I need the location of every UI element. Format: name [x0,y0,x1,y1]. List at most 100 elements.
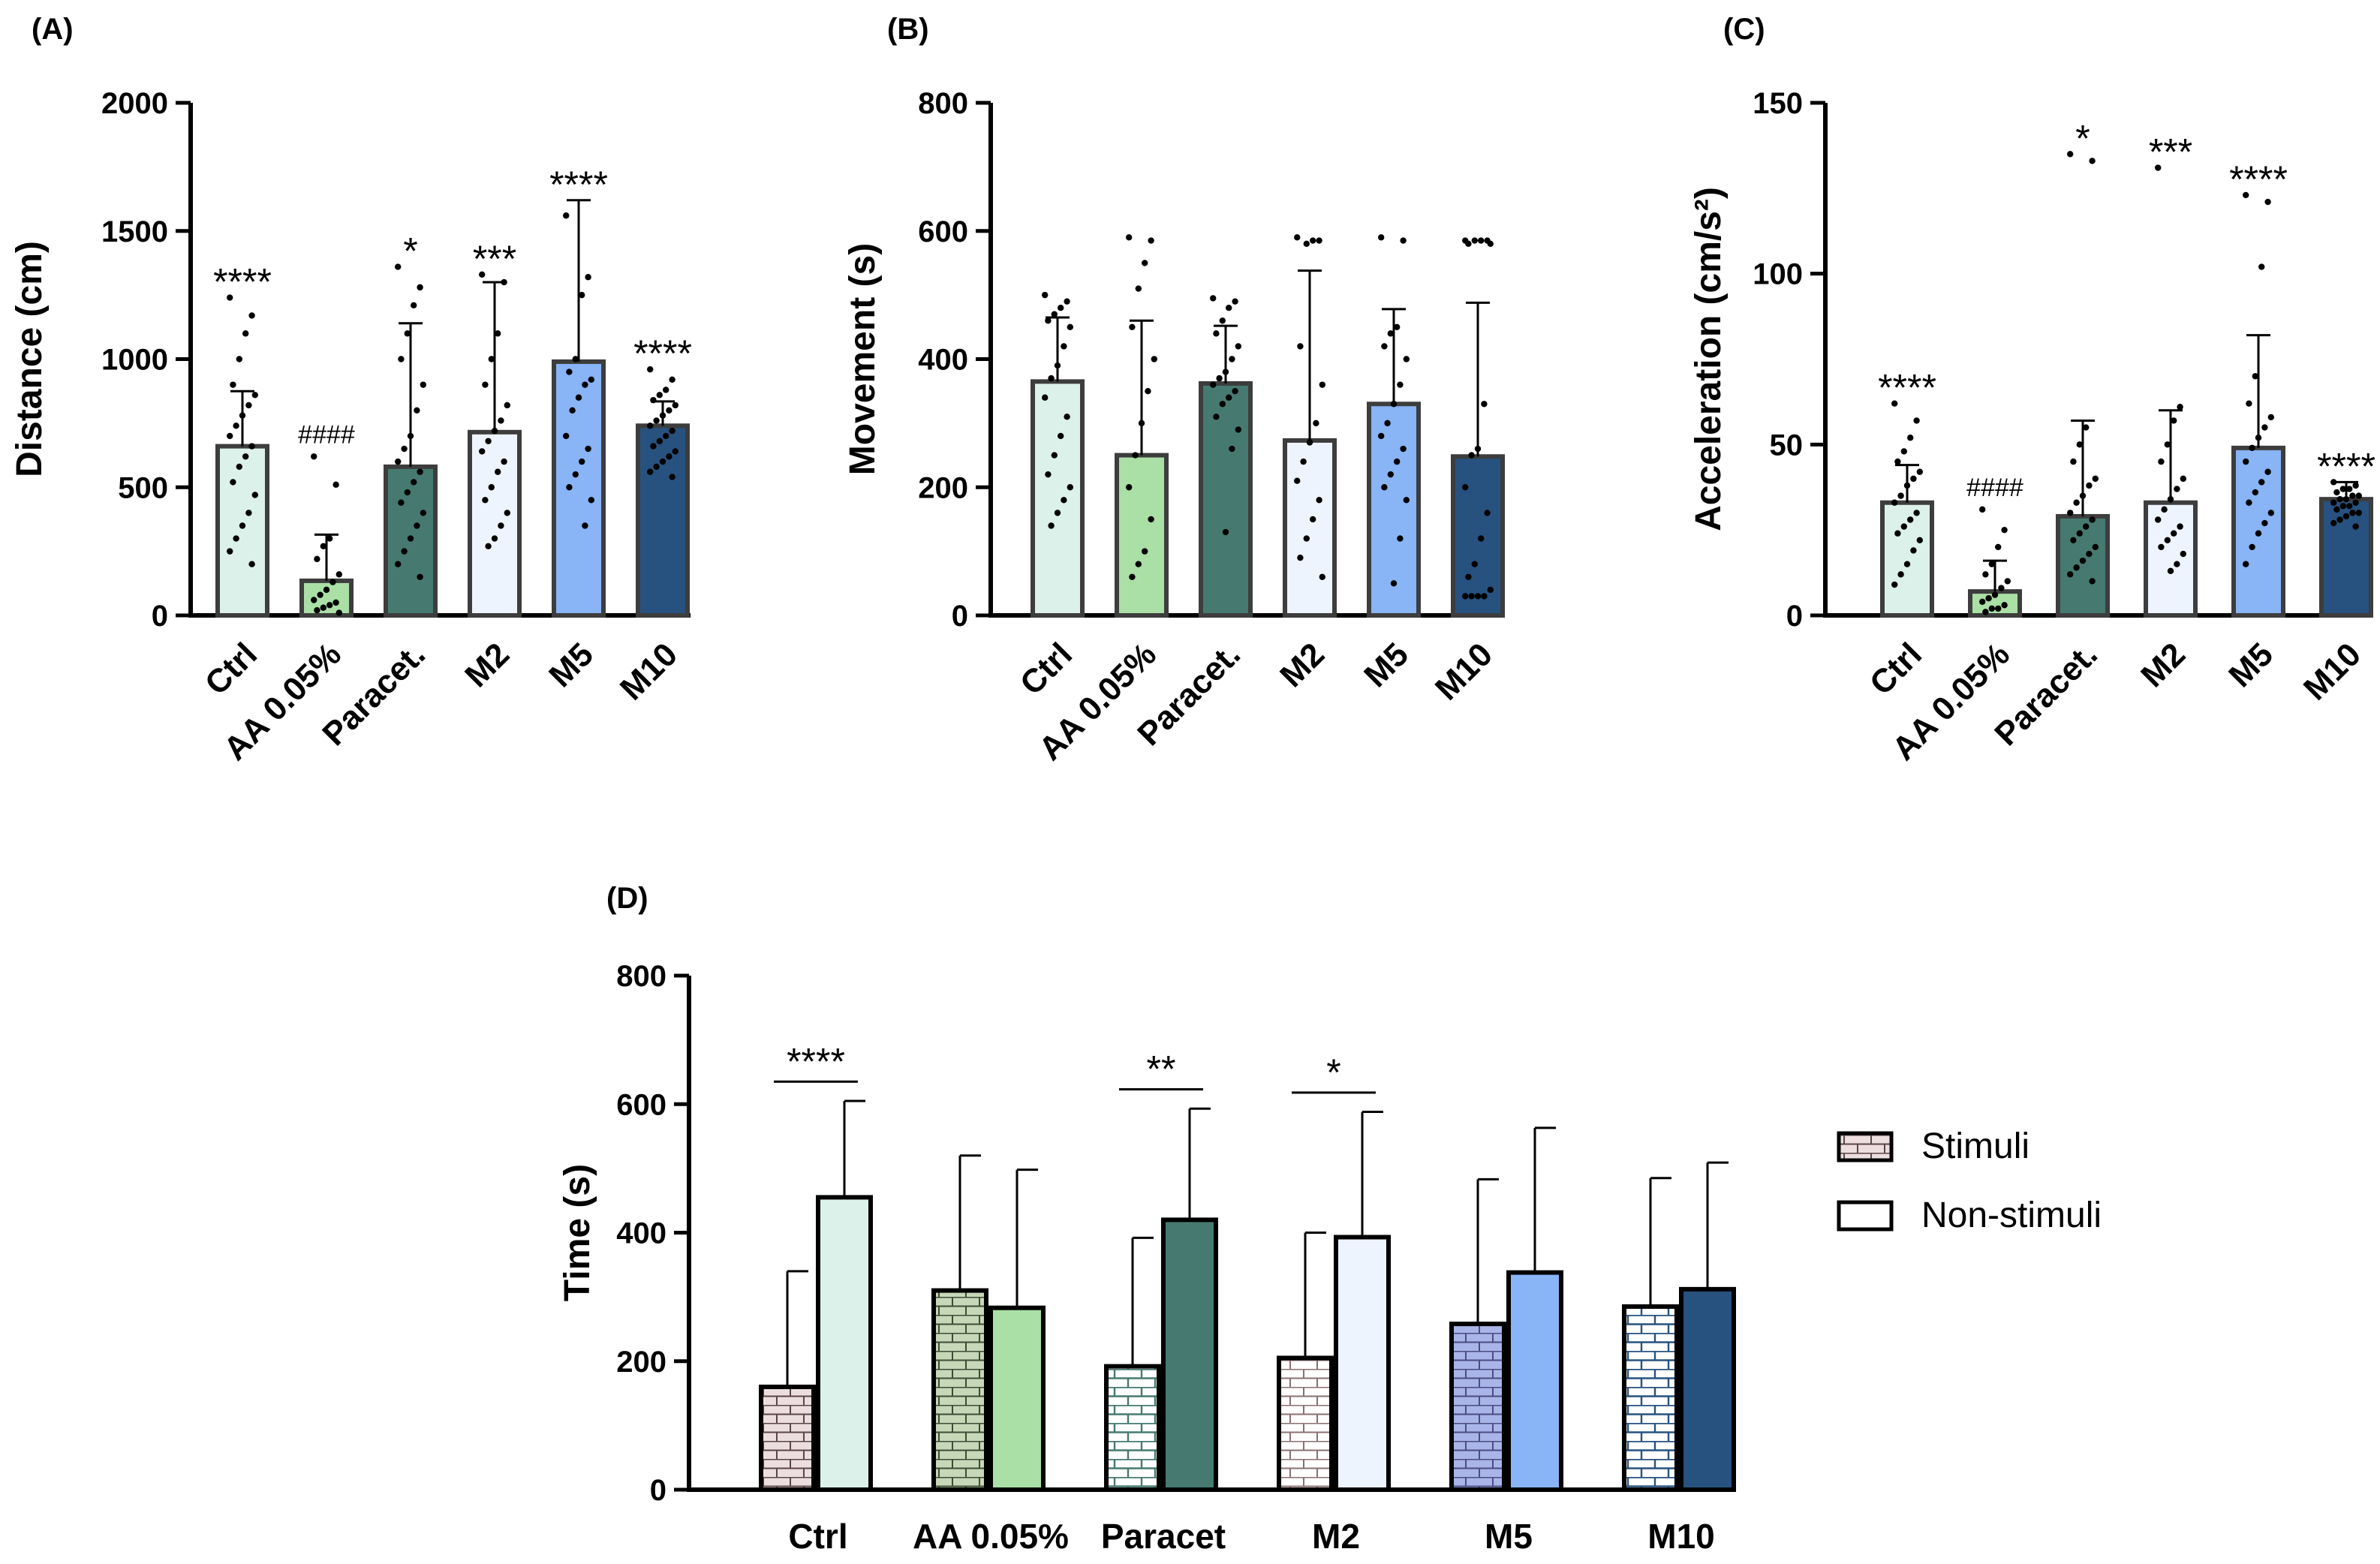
data-point-m10 [2342,495,2350,503]
y-tick-label: 1500 [101,215,168,248]
y-tick-label: 600 [616,1088,666,1121]
data-point-m10 [1478,535,1485,542]
x-tick-label-paracet: Paracet [1101,1517,1226,1556]
data-point-m10 [656,392,663,399]
data-point-paracet [404,330,411,337]
data-point-m10 [672,402,678,409]
data-point-m5 [1403,497,1410,504]
data-point-ctrl [236,463,242,471]
data-point-aa-0-05 [1148,237,1154,244]
data-point-paracet [420,381,426,388]
data-point-aa-0-05 [1138,420,1145,427]
data-point-m5 [1403,356,1410,362]
data-point-m10 [1481,593,1488,600]
data-point-m5 [1394,323,1401,331]
data-point-ctrl [1903,482,1911,489]
data-point-aa-0-05 [2001,526,2008,534]
data-point-m10 [2352,523,2359,530]
data-point-ctrl [230,479,236,486]
x-tick-label-m5: M5 [2222,636,2280,694]
x-tick-label-ctrl: Ctrl [788,1517,847,1556]
legend-label-stimuli: Stimuli [1921,1126,2029,1166]
data-point-ctrl [242,453,249,460]
data-point-paracet [414,407,420,414]
data-point-m5 [1384,420,1391,427]
bar-paracet [1199,380,1253,618]
data-point-m5 [563,432,570,440]
data-point-paracet [2070,537,2077,544]
data-point-m5 [2258,479,2265,486]
data-point-paracet [417,573,423,580]
data-point-aa-0-05 [1982,609,1989,615]
data-point-m2 [2164,537,2171,544]
data-point-paracet [2086,550,2093,558]
data-point-m2 [2174,486,2180,492]
data-point-m2 [1300,458,1307,465]
data-point-m5 [585,274,591,281]
data-point-m10 [669,474,675,480]
data-point-paracet [2089,516,2096,523]
data-point-m10 [1465,573,1472,580]
data-point-ctrl [1894,458,1901,465]
data-point-m5 [579,458,585,465]
significance-m10: **** [633,332,692,374]
data-point-paracet [2067,571,2074,578]
data-point-m10 [2355,492,2362,499]
data-point-ctrl [1913,510,1920,516]
data-point-ctrl [1064,298,1070,305]
data-point-m10 [2352,499,2359,506]
data-point-paracet [2073,564,2080,571]
data-point-m10 [1487,586,1494,594]
y-tick-label: 800 [616,960,666,993]
data-point-m10 [647,365,654,373]
data-point-aa-0-05 [1985,595,1992,602]
data-point-m10 [653,417,660,424]
data-point-m5 [582,381,588,388]
data-point-m2 [485,543,492,549]
data-point-m2 [491,535,498,542]
x-tick-label-m5: M5 [1357,636,1416,694]
data-point-aa-0-05 [1145,387,1151,395]
data-point-m2 [2158,458,2165,465]
data-point-ctrl [1903,561,1911,567]
y-tick-label: 1000 [101,344,168,377]
data-point-m2 [495,468,501,475]
data-point-m10 [1471,561,1479,567]
data-point-m5 [575,394,582,401]
data-point-m10 [1462,484,1469,491]
data-point-m5 [2252,489,2258,496]
data-point-paracet [2092,475,2099,483]
data-point-paracet [2086,482,2093,489]
data-point-m10 [656,438,663,444]
data-point-m2 [1297,343,1304,350]
bar-paracet [384,464,438,618]
data-point-m10 [2330,519,2337,527]
data-point-m5 [1381,343,1388,350]
data-point-m5 [1387,330,1395,337]
data-point-m5 [1387,471,1395,478]
bar-aa-0-05 [299,578,354,618]
data-point-m10 [659,458,666,465]
data-point-paracet [401,445,408,453]
data-point-paracet [2067,510,2074,516]
data-point-paracet [2076,530,2083,537]
bar-stimuli-aa-0-05 [931,1288,988,1492]
data-point-m2 [501,278,507,286]
data-point-m5 [1400,445,1407,453]
x-tick-label-m10: M10 [2297,636,2368,707]
data-point-m5 [2261,519,2268,527]
data-point-m10 [663,432,669,440]
legend-swatch-non-stimuli [1837,1200,1894,1232]
data-point-ctrl [1910,475,1917,483]
data-point-m10 [669,376,675,383]
data-point-m10 [2349,510,2356,516]
data-point-paracet [414,522,420,529]
data-point-m10 [2342,513,2350,520]
y-tick-label: 600 [918,215,968,248]
data-point-m10 [1468,593,1475,600]
data-point-m10 [2333,489,2340,496]
data-point-m10 [2330,499,2337,506]
data-point-paracet [1219,401,1226,408]
data-point-ctrl [1061,343,1067,350]
